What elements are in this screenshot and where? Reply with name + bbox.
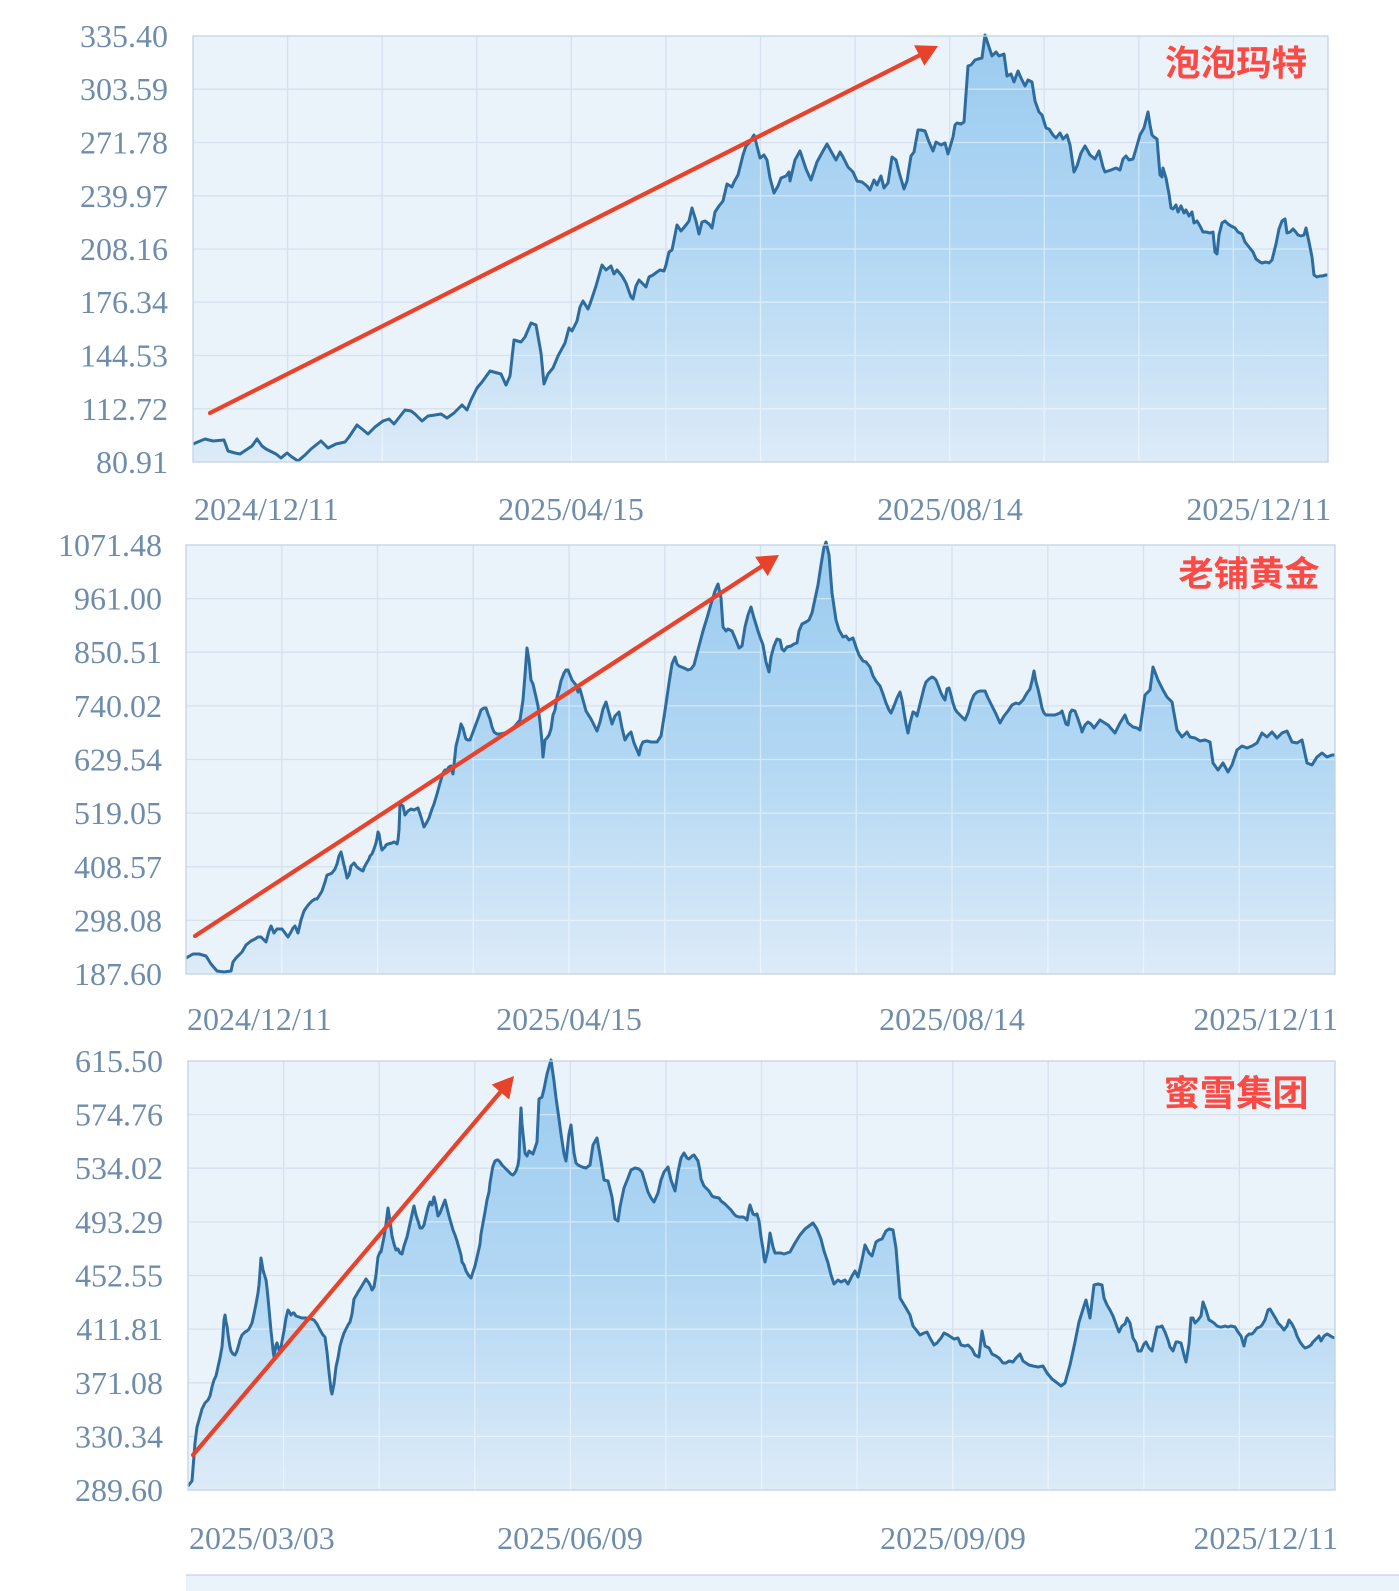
svg-text:239.97: 239.97 [80,178,168,214]
svg-text:534.02: 534.02 [75,1150,163,1186]
svg-text:740.02: 740.02 [74,688,162,724]
svg-text:2025/08/14: 2025/08/14 [879,1001,1025,1037]
svg-text:187.60: 187.60 [74,956,162,992]
svg-text:961.00: 961.00 [74,581,162,617]
svg-text:2025/12/11: 2025/12/11 [1193,1520,1338,1556]
svg-text:615.50: 615.50 [75,1043,163,1079]
svg-text:289.60: 289.60 [75,1472,163,1508]
svg-text:519.05: 519.05 [74,795,162,831]
svg-text:2025/04/15: 2025/04/15 [496,1001,642,1037]
svg-text:271.78: 271.78 [80,125,168,161]
svg-text:493.29: 493.29 [75,1204,163,1240]
svg-text:2024/12/11: 2024/12/11 [187,1001,332,1037]
svg-text:371.08: 371.08 [75,1365,163,1401]
svg-text:144.53: 144.53 [80,338,168,374]
svg-text:1071.48: 1071.48 [58,527,162,563]
svg-text:2025/04/15: 2025/04/15 [498,491,644,527]
svg-text:574.76: 574.76 [75,1097,163,1133]
svg-text:2025/08/14: 2025/08/14 [877,491,1023,527]
svg-text:2025/12/11: 2025/12/11 [1186,491,1331,527]
svg-text:112.72: 112.72 [81,391,168,427]
svg-text:208.16: 208.16 [80,231,168,267]
svg-text:452.55: 452.55 [75,1258,163,1294]
svg-text:850.51: 850.51 [74,634,162,670]
svg-text:335.40: 335.40 [80,18,168,54]
svg-text:176.34: 176.34 [80,284,168,320]
svg-text:2025/12/11: 2025/12/11 [1193,1001,1338,1037]
svg-text:2024/12/11: 2024/12/11 [194,491,339,527]
svg-text:2025/06/09: 2025/06/09 [497,1520,643,1556]
svg-text:411.81: 411.81 [76,1311,163,1347]
svg-text:2025/03/03: 2025/03/03 [189,1520,335,1556]
svg-text:408.57: 408.57 [74,849,162,885]
svg-text:330.34: 330.34 [75,1418,163,1454]
svg-text:80.91: 80.91 [96,444,168,480]
svg-text:298.08: 298.08 [74,902,162,938]
svg-text:303.59: 303.59 [80,71,168,107]
svg-text:629.54: 629.54 [74,742,162,778]
svg-text:2025/09/09: 2025/09/09 [880,1520,1026,1556]
